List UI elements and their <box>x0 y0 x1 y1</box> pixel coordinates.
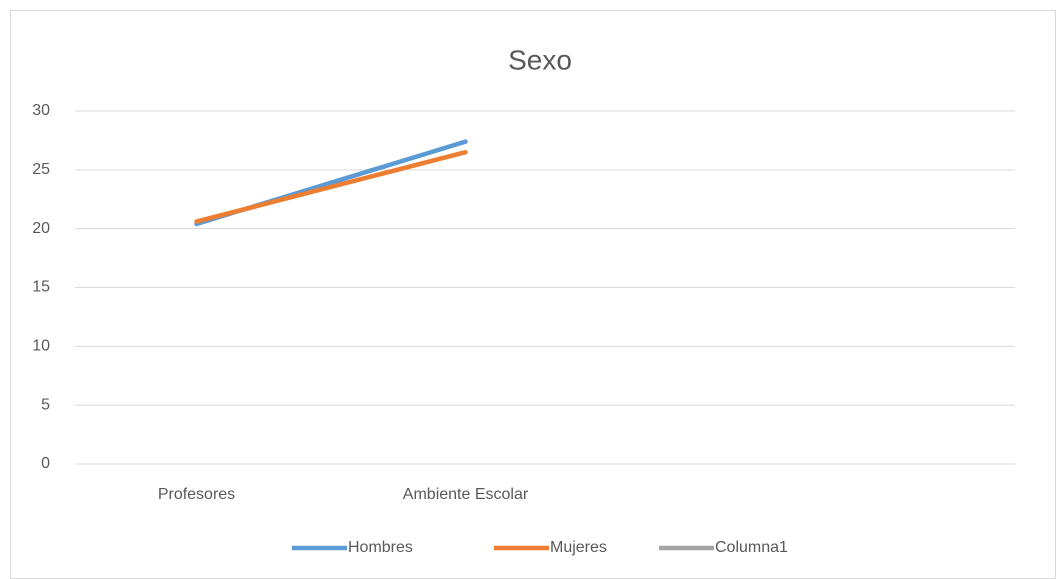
chart-border <box>10 10 1056 579</box>
y-tick-label: 5 <box>41 396 50 413</box>
y-tick-label: 0 <box>41 455 50 472</box>
chart-title: Sexo <box>508 44 572 75</box>
legend-label: Columna1 <box>715 539 788 556</box>
y-tick-label: 10 <box>32 338 50 355</box>
y-tick-label: 25 <box>32 161 50 178</box>
y-tick-label: 15 <box>32 279 50 296</box>
x-tick-label: Ambiente Escolar <box>403 486 529 503</box>
y-tick-label: 30 <box>32 102 50 119</box>
legend-label: Mujeres <box>550 539 607 556</box>
y-tick-label: 20 <box>32 220 50 237</box>
series-line <box>194 149 468 224</box>
x-tick-label: Profesores <box>158 486 235 503</box>
legend-label: Hombres <box>348 539 413 556</box>
